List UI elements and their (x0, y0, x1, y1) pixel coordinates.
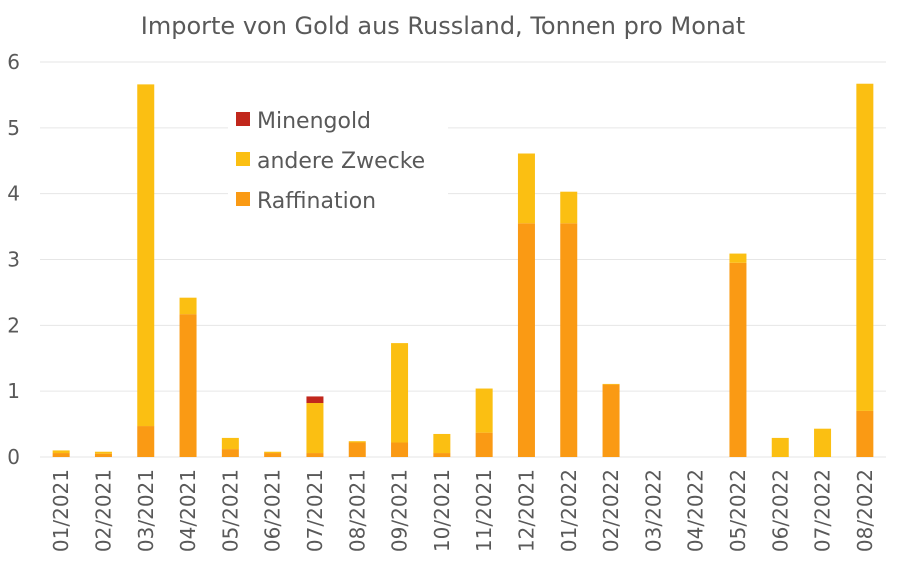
x-tick-label: 04/2021 (176, 469, 200, 552)
bar-raffination (264, 453, 282, 457)
bars (52, 83, 874, 457)
bar-raffination (560, 223, 578, 457)
legend-background (228, 100, 448, 218)
x-tick-label: 02/2022 (599, 469, 623, 552)
bar-andere-zwecke (52, 450, 70, 454)
bar-andere-zwecke (475, 388, 493, 433)
y-tick-label: 0 (7, 445, 20, 469)
x-tick-label: 01/2021 (49, 469, 73, 552)
bar-raffination (306, 453, 324, 457)
legend-swatch-andere-zwecke (236, 152, 250, 166)
x-tick-label: 02/2021 (91, 469, 115, 552)
bar-andere-zwecke (560, 191, 578, 224)
gridlines (40, 61, 886, 458)
y-tick-label: 6 (7, 50, 20, 74)
bar-andere-zwecke (221, 437, 239, 450)
bar-andere-zwecke (306, 403, 324, 454)
bar-raffination (475, 432, 493, 457)
x-tick-label: 08/2022 (853, 469, 877, 552)
x-tick-label: 01/2022 (557, 469, 581, 552)
x-tick-label: 10/2021 (430, 469, 454, 552)
bar-andere-zwecke (179, 297, 197, 315)
y-tick-label: 3 (7, 248, 20, 272)
x-tick-label: 07/2022 (811, 469, 835, 552)
legend-label-minengold: Minengold (257, 109, 371, 134)
bar-andere-zwecke (602, 383, 620, 385)
x-tick-label: 09/2021 (388, 469, 412, 552)
bar-raffination (348, 442, 366, 457)
bar-raffination (856, 410, 874, 457)
bar-andere-zwecke (771, 437, 789, 457)
x-tick-label: 12/2021 (514, 469, 538, 552)
bar-andere-zwecke (137, 84, 155, 427)
bar-andere-zwecke (433, 433, 451, 454)
y-tick-label: 1 (7, 379, 20, 403)
bar-raffination (179, 314, 197, 457)
x-axis-ticks: 01/2021 02/2021 03/2021 04/2021 05/2021 06/20… (49, 469, 877, 552)
x-tick-label: 06/2021 (261, 469, 285, 552)
chart-title: Importe von Gold aus Russland, Tonnen pr… (141, 12, 745, 40)
legend-swatch-raffination (236, 192, 250, 206)
bar-raffination (52, 453, 70, 457)
bar-raffination (433, 453, 451, 457)
x-tick-label: 05/2022 (726, 469, 750, 552)
bar-andere-zwecke (856, 83, 874, 411)
bar-raffination (517, 223, 535, 457)
bar-raffination (729, 262, 747, 457)
bar-minengold (306, 396, 324, 404)
x-tick-label: 05/2021 (218, 469, 242, 552)
x-tick-label: 07/2021 (303, 469, 327, 552)
bar-raffination (94, 453, 112, 457)
y-tick-label: 4 (7, 182, 20, 206)
bar-andere-zwecke (814, 428, 832, 457)
bar-raffination (137, 426, 155, 457)
y-tick-label: 2 (7, 313, 20, 337)
x-tick-label: 03/2022 (641, 469, 665, 552)
legend-swatch-minengold (236, 112, 250, 126)
bar-raffination (391, 442, 409, 457)
bar-raffination (221, 449, 239, 457)
bar-andere-zwecke (391, 343, 409, 443)
legend: Minengold andere Zwecke Raffination (228, 100, 448, 218)
x-tick-label: 11/2021 (472, 469, 496, 552)
bar-raffination (602, 384, 620, 457)
legend-label-raffination: Raffination (257, 189, 376, 214)
x-tick-label: 06/2022 (768, 469, 792, 552)
x-tick-label: 04/2022 (684, 469, 708, 552)
bar-andere-zwecke (264, 451, 282, 454)
bar-andere-zwecke (517, 153, 535, 224)
y-tick-label: 5 (7, 116, 20, 140)
y-axis-ticks: 0 1 2 3 4 5 6 (7, 50, 20, 469)
bar-andere-zwecke (94, 451, 112, 454)
x-tick-label: 08/2021 (345, 469, 369, 552)
bar-andere-zwecke (348, 441, 366, 443)
bar-andere-zwecke (729, 253, 747, 263)
legend-label-andere-zwecke: andere Zwecke (257, 149, 425, 174)
x-tick-label: 03/2021 (134, 469, 158, 552)
